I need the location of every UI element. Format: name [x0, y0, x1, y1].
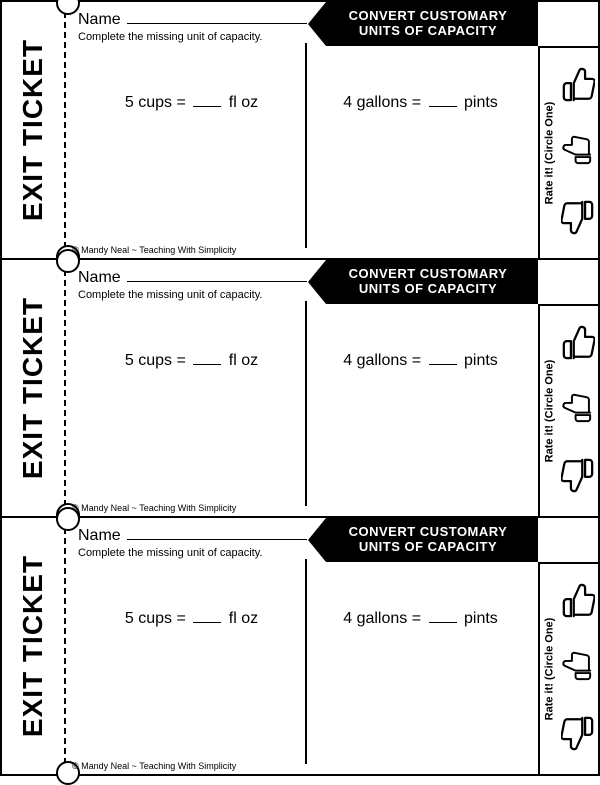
- p1-unit-from: cups: [138, 610, 172, 627]
- rating-label: Rate it! (Circle One): [543, 618, 555, 721]
- p1-unit-to: fl oz: [229, 352, 258, 369]
- thumbs-side-icon[interactable]: [561, 134, 595, 173]
- rating-label-wrap: Rate it! (Circle One): [540, 306, 558, 516]
- rating-column: Rate it! (Circle One): [538, 304, 598, 516]
- ticket-content: CONVERT CUSTOMARY UNITS OF CAPACITY Name…: [66, 260, 538, 516]
- ticket-content: CONVERT CUSTOMARY UNITS OF CAPACITY Name…: [66, 2, 538, 258]
- p1-unit-to: fl oz: [229, 94, 258, 111]
- p2-answer-blank[interactable]: [429, 351, 457, 365]
- stub-label: EXIT TICKET: [17, 297, 49, 479]
- exit-ticket: EXIT TICKET CONVERT CUSTOMARY UNITS OF C…: [2, 260, 598, 518]
- p2-equals: =: [412, 352, 421, 369]
- stub-label: EXIT TICKET: [17, 555, 49, 737]
- copyright-text: © Mandy Neal ~ Teaching With Simplicity: [72, 503, 236, 513]
- copyright-text: © Mandy Neal ~ Teaching With Simplicity: [72, 245, 236, 255]
- thumbs-side-icon[interactable]: [561, 650, 595, 689]
- p1-answer-blank[interactable]: [193, 93, 221, 107]
- rating-column: Rate it! (Circle One): [538, 562, 598, 774]
- rating-label-wrap: Rate it! (Circle One): [540, 48, 558, 258]
- p2-value: 4: [343, 352, 352, 369]
- p1-answer-blank[interactable]: [193, 609, 221, 623]
- title-banner: CONVERT CUSTOMARY UNITS OF CAPACITY: [308, 518, 538, 562]
- p1-equals: =: [177, 610, 186, 627]
- banner-line1: CONVERT CUSTOMARY: [318, 525, 538, 540]
- copyright-text: © Mandy Neal ~ Teaching With Simplicity: [72, 761, 236, 771]
- exit-ticket: EXIT TICKET CONVERT CUSTOMARY UNITS OF C…: [2, 518, 598, 774]
- problems-area: 5 cups = fl oz 4 gallons = pints: [78, 61, 534, 258]
- ticket-stub: EXIT TICKET: [2, 260, 66, 516]
- problem-left: 5 cups = fl oz: [78, 61, 305, 258]
- p1-unit-from: cups: [138, 352, 172, 369]
- thumbs-group: [558, 306, 598, 516]
- rating-column: Rate it! (Circle One): [538, 46, 598, 258]
- p2-unit-to: pints: [464, 352, 498, 369]
- name-input-line[interactable]: [127, 526, 307, 540]
- thumbs-down-icon[interactable]: [561, 196, 595, 241]
- problem-right: 4 gallons = pints: [307, 577, 534, 774]
- problems-area: 5 cups = fl oz 4 gallons = pints: [78, 319, 534, 516]
- name-input-line[interactable]: [127, 10, 307, 24]
- p2-unit-from: gallons: [357, 610, 408, 627]
- banner-line2: UNITS OF CAPACITY: [318, 24, 538, 39]
- ticket-stub: EXIT TICKET: [2, 518, 66, 774]
- rating-label: Rate it! (Circle One): [543, 102, 555, 205]
- p2-value: 4: [343, 94, 352, 111]
- exit-ticket: EXIT TICKET CONVERT CUSTOMARY UNITS OF C…: [2, 2, 598, 260]
- stub-label: EXIT TICKET: [17, 39, 49, 221]
- p1-unit-from: cups: [138, 94, 172, 111]
- p2-unit-from: gallons: [357, 94, 408, 111]
- p1-answer-blank[interactable]: [193, 351, 221, 365]
- name-label: Name: [78, 527, 121, 545]
- rating-label-wrap: Rate it! (Circle One): [540, 564, 558, 774]
- banner-line2: UNITS OF CAPACITY: [318, 540, 538, 555]
- problem-right: 4 gallons = pints: [307, 61, 534, 258]
- rating-label: Rate it! (Circle One): [543, 360, 555, 463]
- problems-area: 5 cups = fl oz 4 gallons = pints: [78, 577, 534, 774]
- name-label: Name: [78, 269, 121, 287]
- p2-answer-blank[interactable]: [429, 93, 457, 107]
- p1-equals: =: [177, 94, 186, 111]
- p2-unit-to: pints: [464, 610, 498, 627]
- thumbs-side-icon[interactable]: [561, 392, 595, 431]
- thumbs-group: [558, 48, 598, 258]
- p1-equals: =: [177, 352, 186, 369]
- thumbs-up-icon[interactable]: [561, 324, 595, 369]
- problem-right: 4 gallons = pints: [307, 319, 534, 516]
- p1-value: 5: [125, 352, 134, 369]
- ticket-stub: EXIT TICKET: [2, 2, 66, 258]
- p2-equals: =: [412, 94, 421, 111]
- banner-line1: CONVERT CUSTOMARY: [318, 267, 538, 282]
- thumbs-down-icon[interactable]: [561, 712, 595, 757]
- p1-unit-to: fl oz: [229, 610, 258, 627]
- title-banner: CONVERT CUSTOMARY UNITS OF CAPACITY: [308, 2, 538, 46]
- name-input-line[interactable]: [127, 268, 307, 282]
- thumbs-up-icon[interactable]: [561, 66, 595, 111]
- thumbs-down-icon[interactable]: [561, 454, 595, 499]
- p1-value: 5: [125, 94, 134, 111]
- p2-equals: =: [412, 610, 421, 627]
- p2-answer-blank[interactable]: [429, 609, 457, 623]
- thumbs-group: [558, 564, 598, 774]
- p2-unit-from: gallons: [357, 352, 408, 369]
- ticket-content: CONVERT CUSTOMARY UNITS OF CAPACITY Name…: [66, 518, 538, 774]
- problem-left: 5 cups = fl oz: [78, 577, 305, 774]
- p2-unit-to: pints: [464, 94, 498, 111]
- problem-left: 5 cups = fl oz: [78, 319, 305, 516]
- banner-line2: UNITS OF CAPACITY: [318, 282, 538, 297]
- thumbs-up-icon[interactable]: [561, 582, 595, 627]
- name-label: Name: [78, 11, 121, 29]
- p2-value: 4: [343, 610, 352, 627]
- p1-value: 5: [125, 610, 134, 627]
- banner-line1: CONVERT CUSTOMARY: [318, 9, 538, 24]
- title-banner: CONVERT CUSTOMARY UNITS OF CAPACITY: [308, 260, 538, 304]
